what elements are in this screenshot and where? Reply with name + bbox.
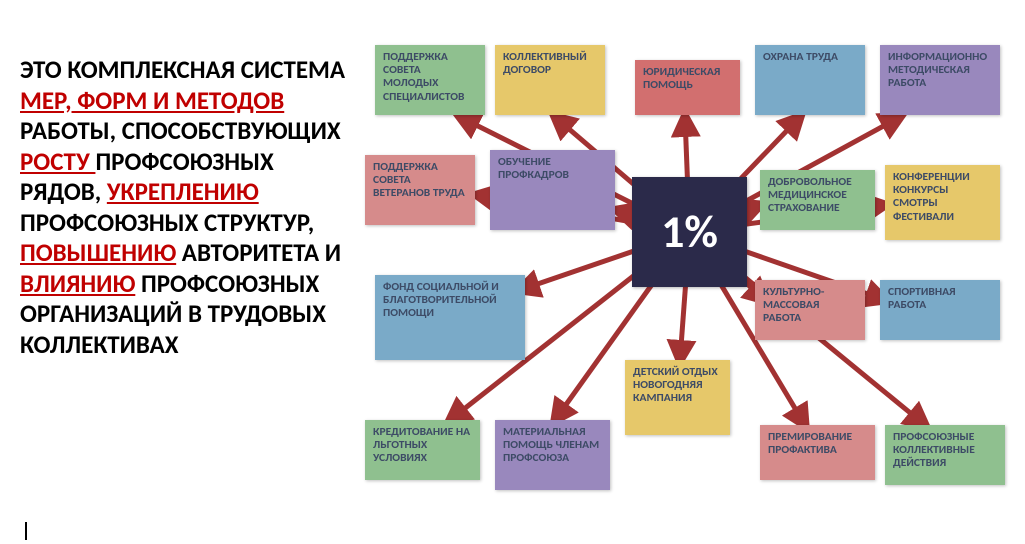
info-box-b16: ПРЕМИРОВАНИЕ ПРОФАКТИВА [760,425,875,480]
arrow-b15 [680,285,686,360]
description-text: ЭТО КОМПЛЕКСНАЯ СИСТЕМА МЕР, ФОРМ И МЕТО… [20,55,350,360]
highlighted-term: ВЛИЯНИЮ [20,268,135,299]
info-box-b10: ФОНД СОЦИАЛЬНОЙ И БЛАГОТВОРИТЕЛЬНОЙ ПОМО… [375,275,525,360]
info-box-b5: ИНФОРМАЦИОННО МЕТОДИЧЕСКАЯ РАБОТА [880,45,1000,115]
arrow-b10 [520,251,634,290]
text-segment: РАБОТЫ, СПОСОБСТВУЮЩИХ [20,115,341,146]
info-box-b9: КОНФЕРЕНЦИИ КОНКУРСЫ СМОТРЫ ФЕСТИВАЛИ [885,165,1000,240]
text-segment: АВТОРИТЕТА И [176,237,341,268]
highlighted-term: РОСТУ [20,146,95,177]
info-box-b14: МАТЕРИАЛЬНАЯ ПОМОЩЬ ЧЛЕНАМ ПРОФСОЮЗА [495,420,610,490]
highlighted-term: МЕР, ФОРМ И МЕТОДОВ [20,85,284,116]
highlighted-term: УКРЕПЛЕНИЮ [107,176,259,207]
info-box-b1: ПОДДЕРЖКА СОВЕТА МОЛОДЫХ СПЕЦИАЛИСТОВ [375,45,485,115]
text-segment: ПРОФСОЮЗНЫХ СТРУКТУР, [20,207,314,238]
arrow-b8 [745,205,760,211]
center-percent-box: 1% [632,177,747,287]
infographic-diagram: ПОДДЕРЖКА СОВЕТА МОЛОДЫХ СПЕЦИАЛИСТОВКОЛ… [360,25,1010,530]
info-box-b2: КОЛЛЕКТИВНЫЙ ДОГОВОР [495,45,605,115]
info-box-b11: КУЛЬТУРНО-МАССОВАЯ РАБОТА [755,280,865,340]
info-box-b12: СПОРТИВНАЯ РАБОТА [880,280,1000,340]
text-cursor [25,522,27,540]
info-box-b6: ПОДДЕРЖКА СОВЕТА ВЕТЕРАНОВ ТРУДА [365,155,475,225]
info-box-b3: ЮРИДИЧЕСКАЯ ПОМОЩЬ [635,60,740,115]
text-segment: ЭТО КОМПЛЕКСНАЯ СИСТЕМА [20,54,345,85]
info-box-b13: КРЕДИТОВАНИЕ НА ЛЬГОТНЫХ УСЛОВИЯХ [365,420,480,480]
info-box-b7: ОБУЧЕНИЕ ПРОФКАДРОВ [490,150,615,230]
info-box-b17: ПРОФСОЮЗНЫЕ КОЛЛЕКТИВНЫЕ ДЕЙСТВИЯ [885,425,1005,485]
highlighted-term: ПОВЫШЕНИЮ [20,237,176,268]
center-label: 1% [661,204,718,260]
info-box-b15: ДЕТСКИЙ ОТДЫХ НОВОГОДНЯЯ КАМПАНИЯ [625,360,730,435]
info-box-b8: ДОБРОВОЛЬНОЕ МЕДИЦИНСКОЕ СТРАХОВАНИЕ [760,170,875,230]
info-box-b4: ОХРАНА ТРУДА [755,45,865,115]
arrow-b3 [685,117,687,179]
